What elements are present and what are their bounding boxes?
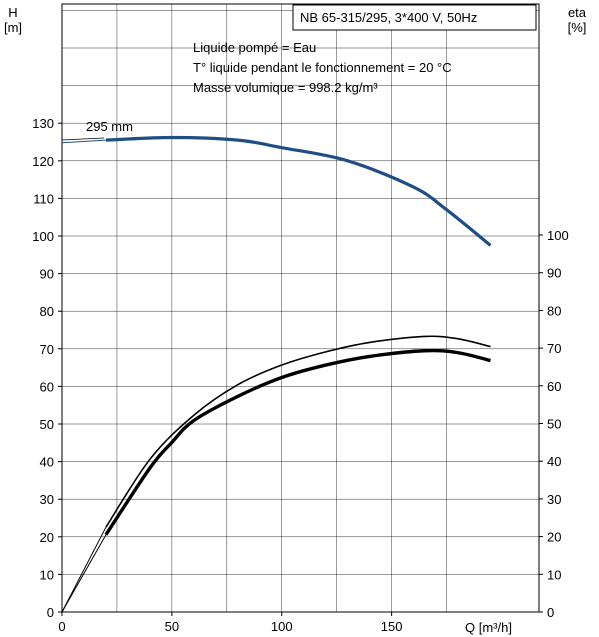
right-tick-label: 100 <box>547 228 569 243</box>
x-tick-label: 150 <box>381 619 403 634</box>
right-tick-label: 0 <box>547 605 554 620</box>
left-axis-label-line1: H <box>8 5 17 20</box>
right-axis-label-line1: eta <box>568 5 587 20</box>
right-axis-label-line2: [%] <box>568 20 587 35</box>
efficiency-curve-lower <box>104 348 491 536</box>
right-tick-label: 80 <box>547 303 561 318</box>
left-tick-label: 110 <box>33 191 54 206</box>
right-tick-label: 70 <box>547 341 561 356</box>
left-tick-label: 100 <box>32 229 54 244</box>
left-tick-label: 130 <box>32 116 54 131</box>
left-tick-label: 40 <box>40 455 54 470</box>
plot-frame <box>61 3 540 613</box>
efficiency-curve-upper <box>105 335 491 528</box>
right-tick-label: 20 <box>547 530 561 545</box>
curve-label-295mm: 295 mm <box>86 119 133 134</box>
left-tick-label: 20 <box>40 530 54 545</box>
right-tick-label: 40 <box>547 454 561 469</box>
annotation-liquid: Liquide pompé = Eau <box>193 40 316 55</box>
left-tick-label: 0 <box>47 605 54 620</box>
x-axis-label: Q [m³/h] <box>465 620 512 635</box>
left-tick-label: 120 <box>32 154 54 169</box>
left-tick-label: 90 <box>40 267 54 282</box>
x-tick-label: 0 <box>58 619 65 634</box>
head-curve-295mm <box>105 135 492 247</box>
curve-label-leader <box>61 137 105 141</box>
right-tick-label: 30 <box>547 492 561 507</box>
left-tick-label: 70 <box>40 342 54 357</box>
left-tick-label: 10 <box>40 567 54 582</box>
right-tick-label: 90 <box>547 266 561 281</box>
right-tick-label: 60 <box>547 379 561 394</box>
title-box <box>292 4 537 31</box>
grid <box>62 4 539 613</box>
annotation-density: Masse volumique = 998.2 kg/m³ <box>193 80 378 95</box>
left-axis-label-line2: [m] <box>4 20 22 35</box>
left-tick-label: 30 <box>40 492 54 507</box>
curves <box>61 135 492 613</box>
right-tick-label: 50 <box>547 417 561 432</box>
right-tick-label: 10 <box>547 567 561 582</box>
efficiency-curve-upper-extension <box>61 526 107 613</box>
head-curve-extension <box>61 139 106 144</box>
left-tick-label: 50 <box>40 417 54 432</box>
annotation-temperature: T° liquide pendant le fonctionnement = 2… <box>193 60 452 75</box>
x-tick-label: 50 <box>165 619 179 634</box>
left-tick-label: 60 <box>40 379 54 394</box>
chart-title: NB 65-315/295, 3*400 V, 50Hz <box>300 10 477 25</box>
left-tick-label: 80 <box>40 304 54 319</box>
x-tick-label: 100 <box>271 619 293 634</box>
efficiency-curve-lower-extension <box>61 534 107 613</box>
